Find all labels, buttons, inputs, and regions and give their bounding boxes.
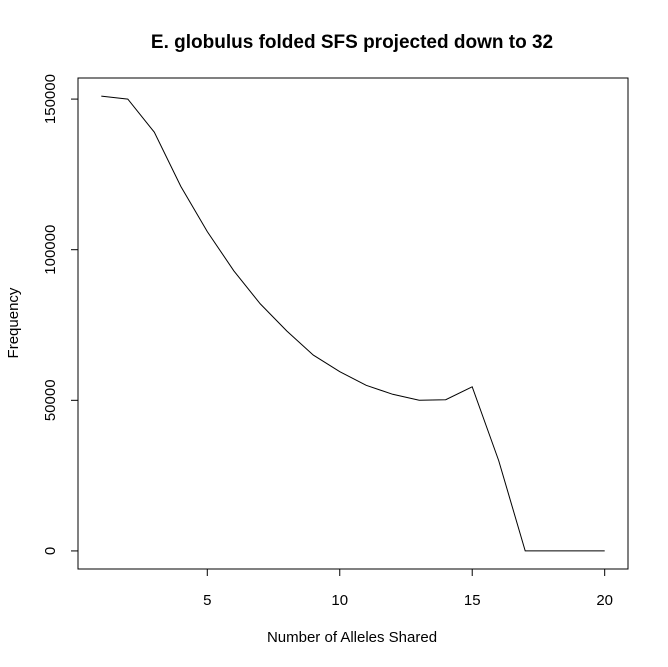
y-tick-label-1: 50000 bbox=[42, 379, 59, 421]
y-tick-label-2: 100000 bbox=[42, 225, 59, 275]
plot-frame bbox=[77, 77, 629, 570]
y-tick-label-0: 0 bbox=[42, 547, 59, 555]
x-tick-label-2: 15 bbox=[464, 592, 481, 609]
x-tick-label-0: 5 bbox=[203, 592, 211, 609]
series-line bbox=[101, 95, 605, 552]
y-tick-label-3: 150000 bbox=[42, 74, 59, 124]
x-axis-label: Number of Alleles Shared bbox=[267, 629, 437, 646]
x-tick-label-3: 20 bbox=[596, 592, 613, 609]
y-axis: 0 50000 100000 150000 bbox=[42, 74, 78, 555]
y-axis-label: Frequency bbox=[5, 287, 22, 358]
x-tick-label-1: 10 bbox=[331, 592, 348, 609]
chart-title: E. globulus folded SFS projected down to… bbox=[151, 32, 553, 53]
x-axis: 5 10 15 20 bbox=[203, 569, 613, 609]
